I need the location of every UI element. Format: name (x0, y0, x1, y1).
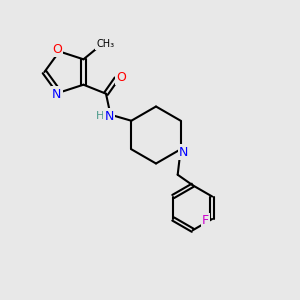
Text: CH₃: CH₃ (96, 39, 114, 49)
Text: F: F (202, 214, 209, 227)
Text: N: N (179, 146, 188, 159)
Text: N: N (104, 110, 114, 123)
Text: O: O (116, 71, 126, 84)
Text: O: O (52, 43, 62, 56)
Text: N: N (52, 88, 62, 100)
Text: H: H (96, 111, 104, 121)
